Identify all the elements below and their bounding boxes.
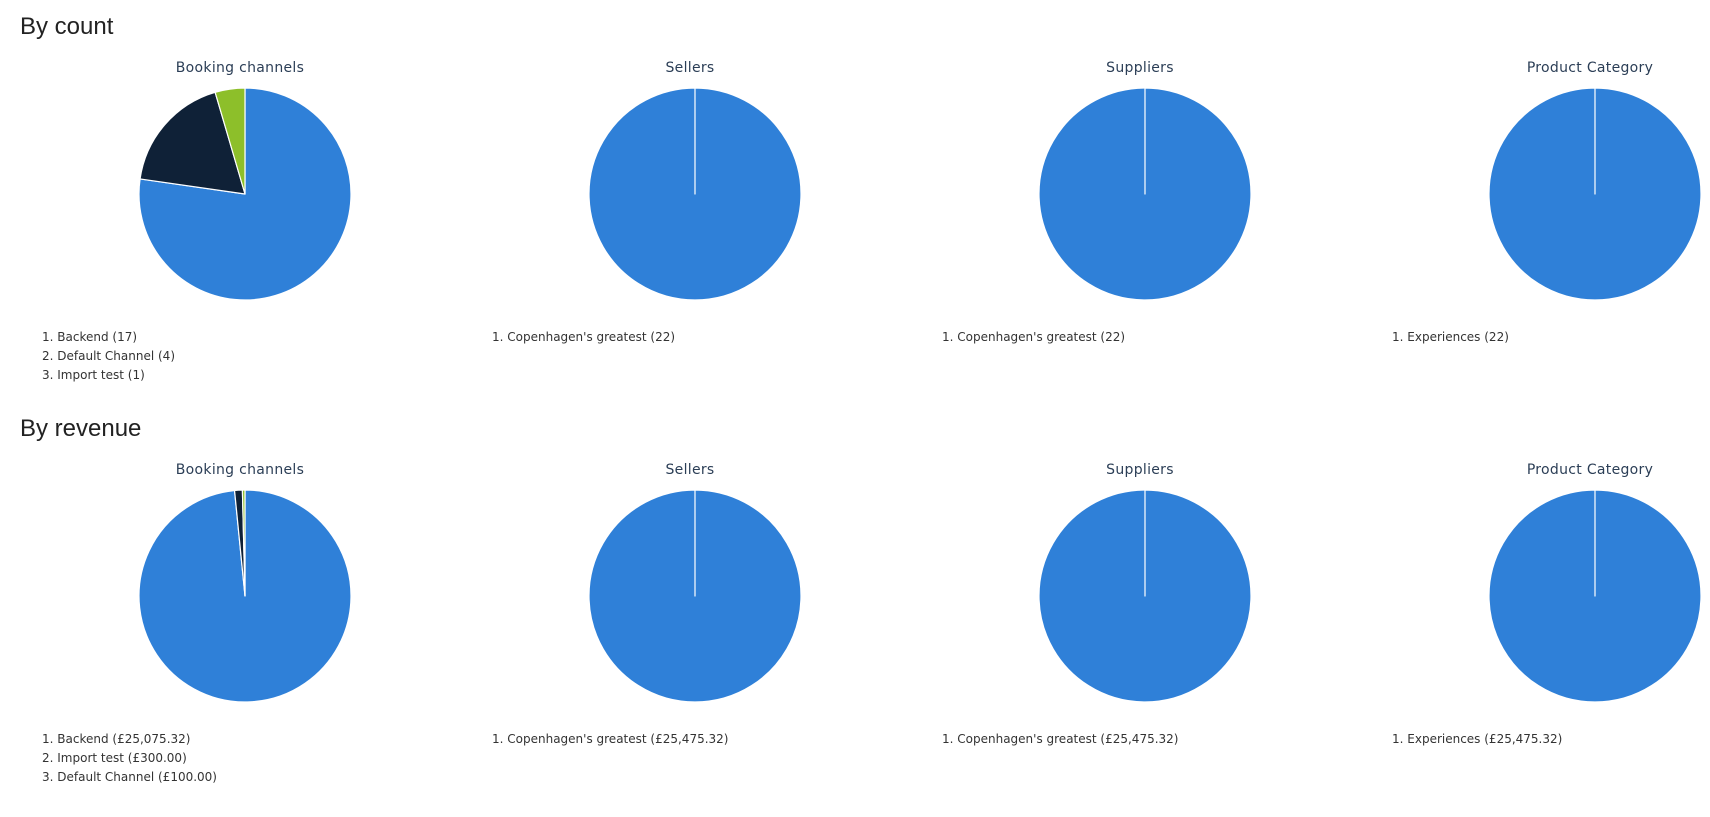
legend-item: 1. Experiences (£25,475.32) bbox=[1392, 732, 1563, 746]
legend-item: 1. Copenhagen's greatest (22) bbox=[492, 330, 676, 344]
pie-chart bbox=[588, 489, 802, 703]
pie-slice-copenhagen-s-greatest[interactable] bbox=[588, 489, 802, 703]
chart-title: Booking channels bbox=[175, 60, 305, 76]
legend-item: 3. Default Channel (£100.00) bbox=[42, 770, 217, 784]
chart-legend: 1. Experiences (£25,475.32) bbox=[1392, 730, 1562, 749]
chart-legend: 1. Backend (17) 2. Default Channel (4) 3… bbox=[42, 328, 175, 385]
chart-revenue-suppliers: Suppliers 1. Copenhagen's greatest (£25,… bbox=[920, 462, 1360, 817]
pie-slice-default-channel[interactable] bbox=[241, 489, 246, 597]
pie-slice-import-test[interactable] bbox=[214, 87, 246, 195]
pie-slice-experiences[interactable] bbox=[1488, 87, 1702, 301]
legend-item: 1. Copenhagen's greatest (£25,475.32) bbox=[492, 732, 729, 746]
pie-slice-copenhagen-s-greatest[interactable] bbox=[1038, 87, 1252, 301]
legend-item: 1. Copenhagen's greatest (£25,475.32) bbox=[942, 732, 1179, 746]
legend-item: 2. Import test (£300.00) bbox=[42, 751, 187, 765]
pie-chart bbox=[1488, 87, 1702, 301]
chart-count-sellers: Sellers 1. Copenhagen's greatest (22) bbox=[470, 60, 910, 415]
pie-slice-backend[interactable] bbox=[138, 87, 352, 301]
chart-legend: 1. Copenhagen's greatest (22) bbox=[942, 328, 1125, 347]
chart-title: Suppliers bbox=[1106, 60, 1174, 76]
chart-title: Sellers bbox=[665, 462, 715, 478]
legend-item: 1. Copenhagen's greatest (22) bbox=[942, 330, 1126, 344]
chart-legend: 1. Copenhagen's greatest (£25,475.32) bbox=[942, 730, 1178, 749]
legend-item: 1. Backend (£25,075.32) bbox=[42, 732, 191, 746]
pie-slice-copenhagen-s-greatest[interactable] bbox=[1038, 489, 1252, 703]
section-title-by-revenue: By revenue bbox=[20, 415, 142, 442]
legend-item: 2. Default Channel (4) bbox=[42, 349, 176, 363]
chart-legend: 1. Experiences (22) bbox=[1392, 328, 1509, 347]
chart-count-booking-channels: Booking channels 1. Backend (17) 2. Defa… bbox=[20, 60, 460, 415]
chart-title: Product Category bbox=[1526, 60, 1654, 76]
legend-item: 1. Backend (17) bbox=[42, 330, 138, 344]
chart-legend: 1. Copenhagen's greatest (£25,475.32) bbox=[492, 730, 728, 749]
pie-chart bbox=[1488, 489, 1702, 703]
chart-title: Booking channels bbox=[175, 462, 305, 478]
chart-count-suppliers: Suppliers 1. Copenhagen's greatest (22) bbox=[920, 60, 1360, 415]
pie-slice-default-channel[interactable] bbox=[139, 91, 246, 195]
chart-revenue-sellers: Sellers 1. Copenhagen's greatest (£25,47… bbox=[470, 462, 910, 817]
chart-revenue-product-category: Product Category 1. Experiences (£25,475… bbox=[1370, 462, 1710, 817]
pie-slice-copenhagen-s-greatest[interactable] bbox=[588, 87, 802, 301]
chart-count-product-category: Product Category 1. Experiences (22) bbox=[1370, 60, 1710, 415]
legend-item: 1. Experiences (22) bbox=[1392, 330, 1509, 344]
legend-item: 3. Import test (1) bbox=[42, 368, 145, 382]
pie-slice-experiences[interactable] bbox=[1488, 489, 1702, 703]
pie-chart bbox=[1038, 87, 1252, 301]
pie-chart bbox=[588, 87, 802, 301]
section-title-by-count: By count bbox=[20, 13, 114, 40]
pie-chart bbox=[138, 87, 352, 301]
chart-title: Sellers bbox=[665, 60, 715, 76]
pie-chart bbox=[1038, 489, 1252, 703]
chart-revenue-booking-channels: Booking channels 1. Backend (£25,075.32)… bbox=[20, 462, 460, 817]
chart-title: Product Category bbox=[1526, 462, 1654, 478]
pie-chart bbox=[138, 489, 352, 703]
chart-title: Suppliers bbox=[1106, 462, 1174, 478]
chart-legend: 1. Copenhagen's greatest (22) bbox=[492, 328, 675, 347]
chart-legend: 1. Backend (£25,075.32) 2. Import test (… bbox=[42, 730, 217, 787]
